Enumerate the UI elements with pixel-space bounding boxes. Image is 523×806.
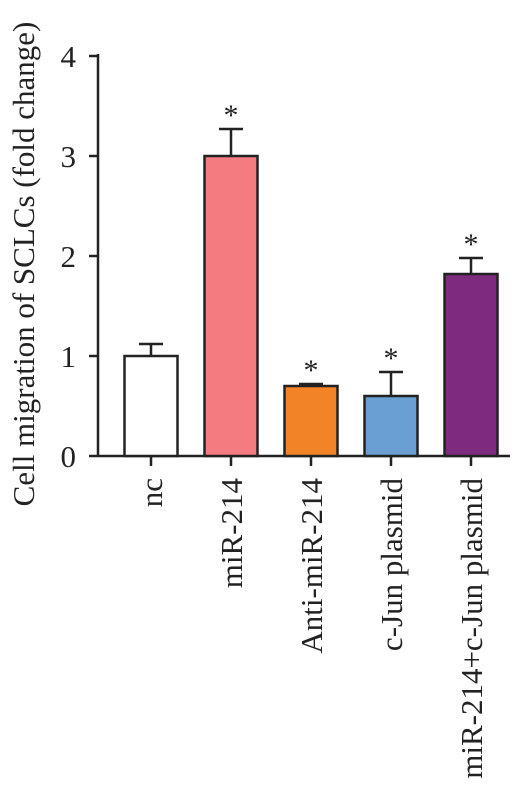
y-axis-label: Cell migration of SCLCs (fold change) (6, 22, 41, 507)
x-tick-label: miR-214 (214, 478, 249, 589)
error-bars (139, 127, 483, 396)
bar (123, 354, 179, 458)
x-tick-label: Anti-miR-214 (294, 478, 329, 654)
y-axis-label-group: Cell migration of SCLCs (fold change) (6, 22, 41, 507)
significance-star: * (384, 342, 399, 375)
x-tick-label: c-Jun plasmid (374, 478, 409, 652)
significance-star: * (464, 228, 479, 261)
y-tick-label: 1 (61, 339, 77, 374)
y-tick-label: 4 (61, 39, 77, 74)
significance-star: * (304, 354, 319, 387)
x-ticks: nc miR-214 Anti-miR-214 c-Jun plasmid miR-21… (134, 456, 489, 779)
bar (283, 384, 339, 458)
significance-markers: * * * * (224, 99, 479, 387)
significance-star: * (224, 99, 239, 132)
y-tick-label: 0 (61, 439, 77, 474)
y-tick-label: 3 (61, 139, 77, 174)
bar (363, 394, 419, 458)
y-tick-label: 2 (61, 239, 77, 274)
bars (123, 154, 499, 458)
x-tick-label: nc (134, 478, 169, 507)
bar (203, 154, 259, 458)
bar (443, 272, 499, 458)
x-tick-label: miR-214+c-Jun plasmid (454, 478, 489, 779)
y-ticks: 0 1 2 3 4 (61, 39, 98, 474)
